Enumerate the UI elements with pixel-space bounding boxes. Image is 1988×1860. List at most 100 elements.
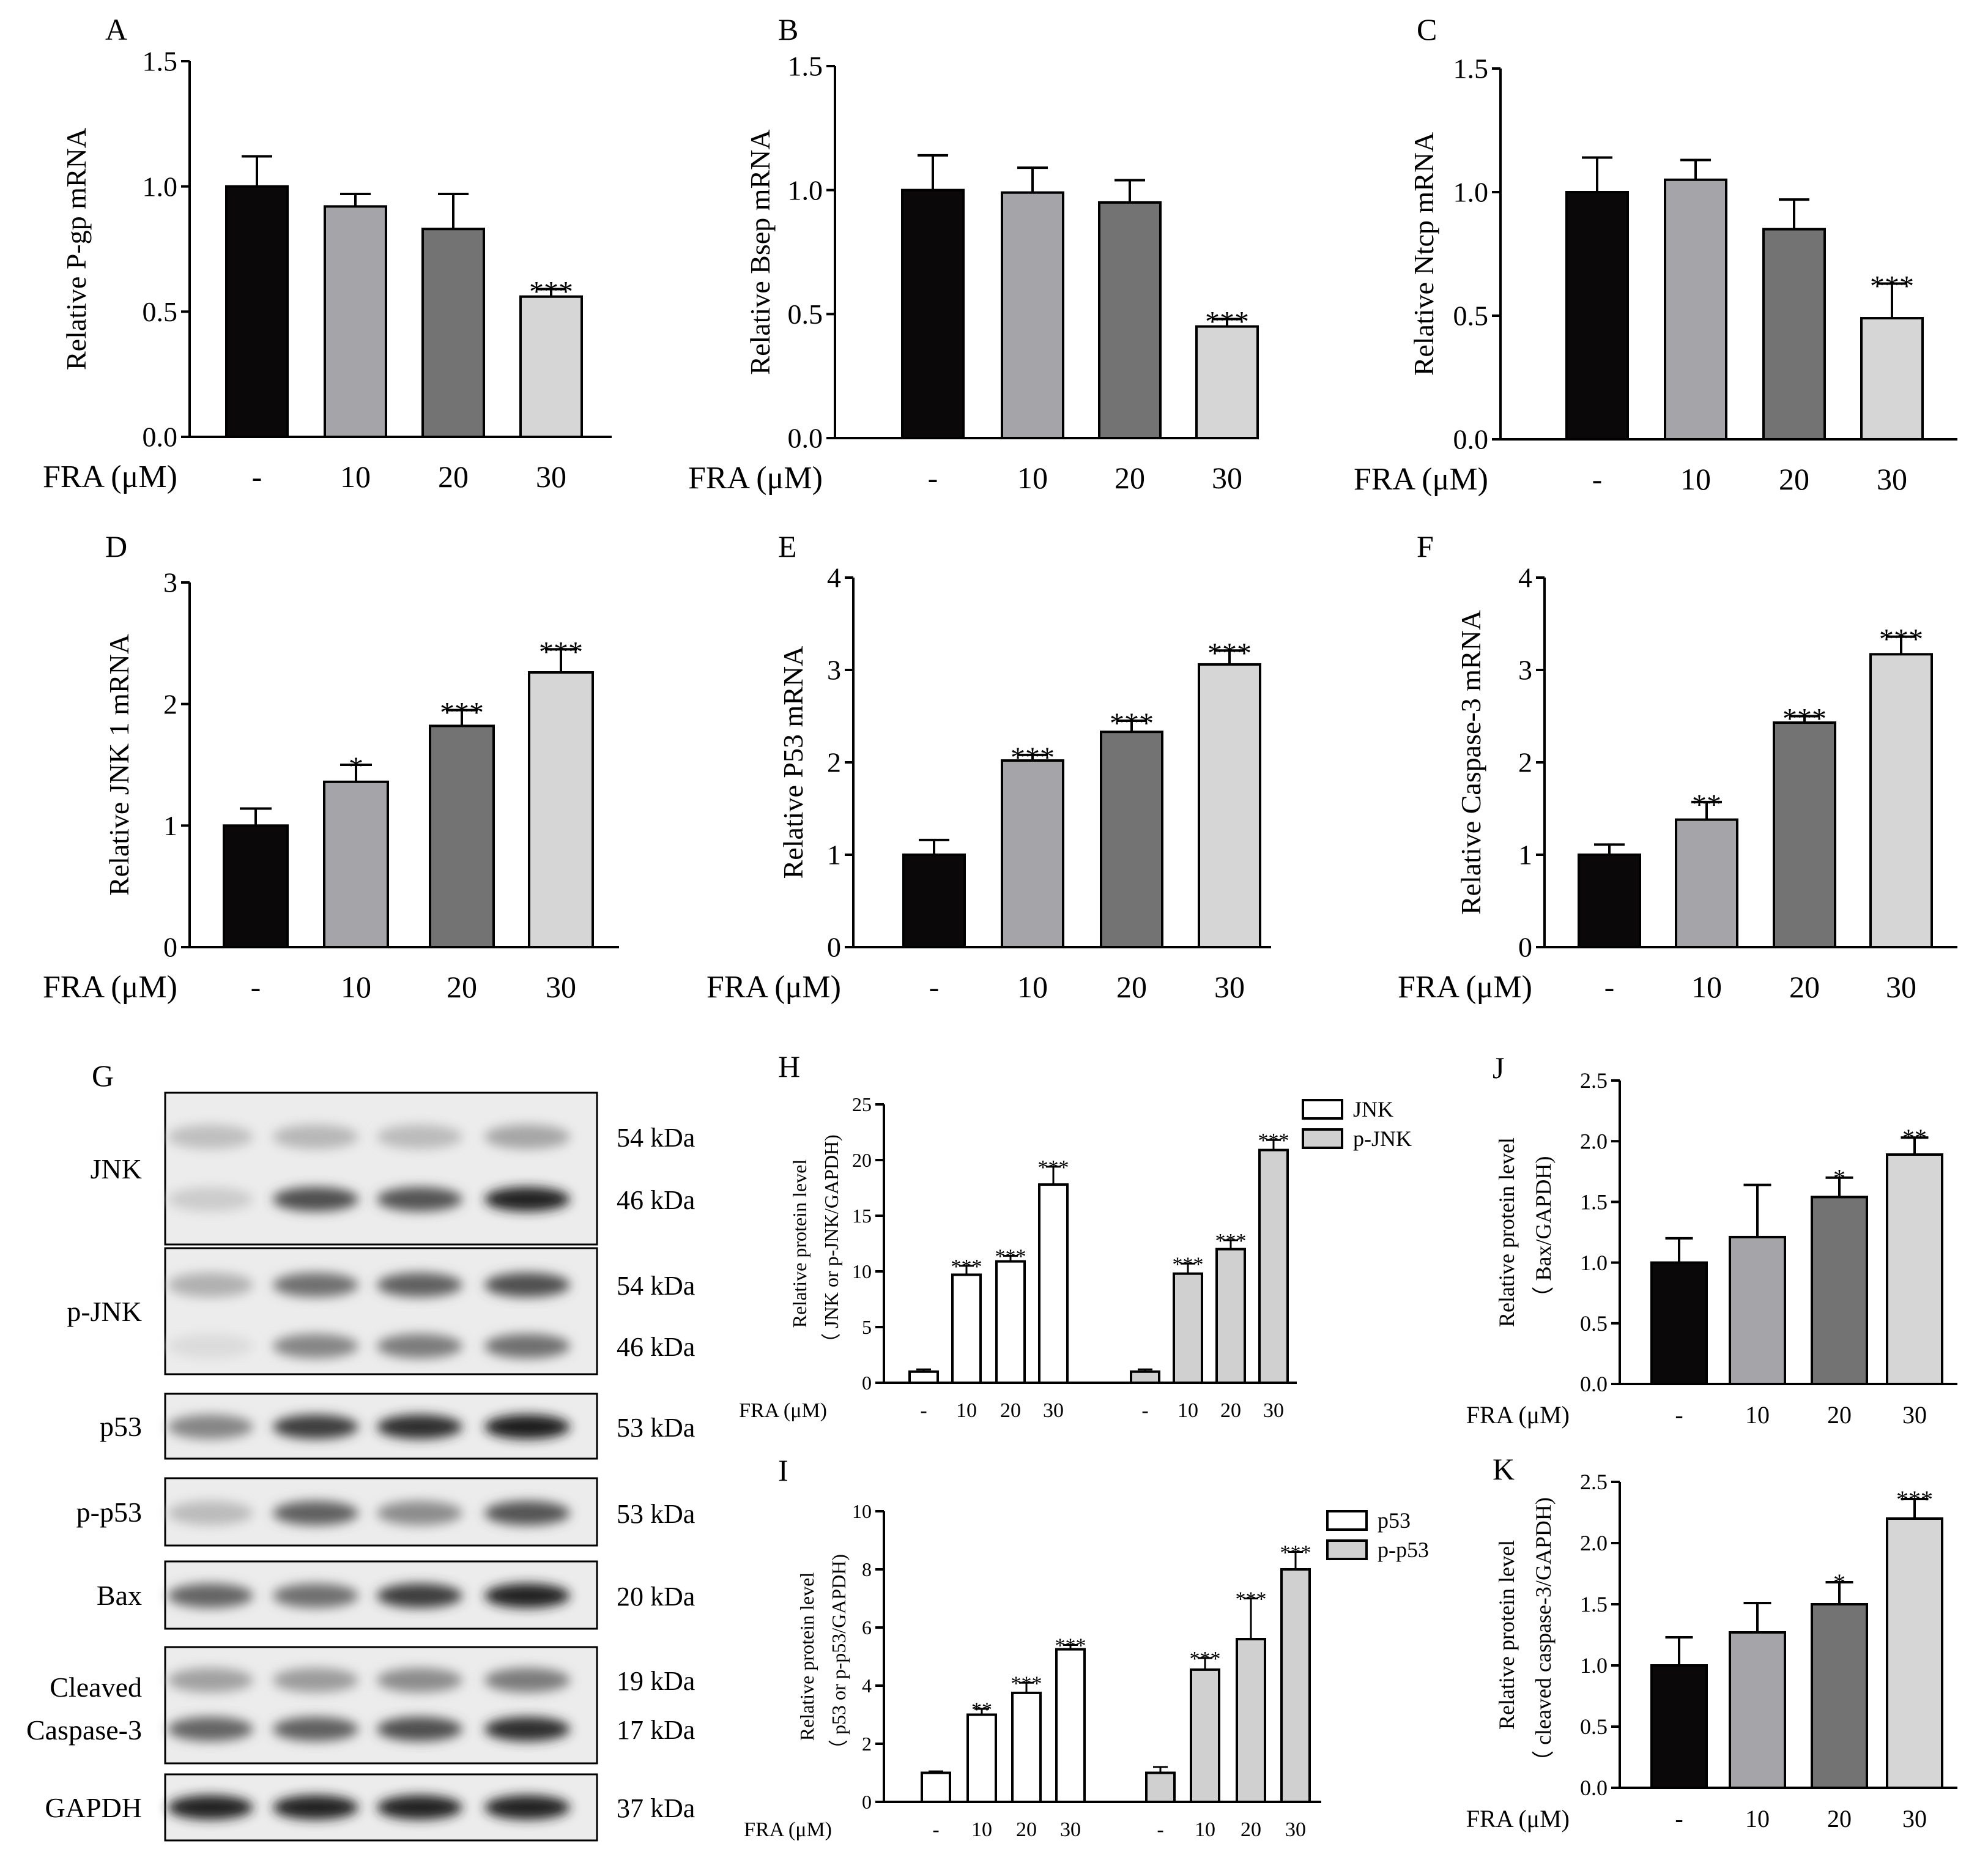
- x-tick-label: 20: [1116, 970, 1147, 1004]
- y-tick-label: 0: [862, 1791, 872, 1813]
- x-tick-label: 10: [341, 970, 371, 1004]
- bar-p-p53: [1190, 1668, 1220, 1803]
- blot-band: [273, 1125, 358, 1149]
- bar: [1860, 317, 1924, 441]
- blot-band: [484, 1583, 570, 1608]
- significance-mark: ***: [1173, 1253, 1204, 1276]
- y-axis-label: Relative P53 mRNA: [777, 646, 809, 879]
- panel-letter: D: [105, 529, 127, 564]
- x-tick-label: -: [929, 970, 940, 1004]
- panel-letter: F: [1417, 529, 1434, 564]
- significance-mark: ***: [1258, 1129, 1289, 1152]
- y-tick-label: 0: [1518, 932, 1532, 963]
- y-tick-label: 1.5: [788, 51, 823, 82]
- panel-letter: C: [1417, 12, 1437, 46]
- y-tick-label: 2: [163, 688, 177, 720]
- legend-label: p53: [1378, 1508, 1411, 1533]
- y-tick-label: 1.5: [1580, 1592, 1608, 1616]
- bar: [225, 185, 289, 438]
- significance-mark: ***: [1038, 1156, 1069, 1179]
- significance-mark: ***: [1205, 305, 1249, 338]
- band-size-label: 46 kDa: [617, 1332, 695, 1362]
- legend-swatch: [1302, 1099, 1343, 1120]
- y-tick-label: 10: [852, 1500, 872, 1522]
- x-tick-label: 30: [1902, 1805, 1927, 1832]
- x-tick-label: 20: [1000, 1399, 1021, 1422]
- bar-p-p53: [1280, 1568, 1311, 1803]
- x-tick-label: 20: [1779, 462, 1809, 496]
- blot-band: [484, 1717, 570, 1741]
- chart-panel-E: E 0 1 2 3 4 Relative P53 mRNA - *** 10 *** 20 *** 30 F…: [707, 529, 1271, 1005]
- x-tick-label: 30: [1212, 461, 1242, 495]
- bar: [1886, 1517, 1943, 1789]
- bar: [1195, 325, 1259, 439]
- x-tick-label: 10: [1745, 1805, 1770, 1832]
- bar: [1100, 731, 1163, 949]
- bar: [1664, 178, 1727, 441]
- x-axis-label: FRA (μM): [1354, 462, 1488, 497]
- bar: [902, 854, 966, 948]
- significance-mark: *: [1833, 1569, 1845, 1596]
- bar-p-p53: [1236, 1638, 1266, 1803]
- blot-band: [168, 1415, 253, 1439]
- x-tick-label: 10: [1680, 462, 1711, 496]
- y-axis-label: Relative Bsep mRNA: [744, 129, 776, 374]
- x-tick-label: -: [1675, 1805, 1683, 1832]
- band-size-label: 46 kDa: [617, 1185, 695, 1215]
- blot-strip-bax: 20 kDa Bax: [97, 1560, 695, 1630]
- x-tick-label: 10: [1178, 1399, 1198, 1422]
- blot-band: [484, 1187, 570, 1211]
- band-label: Bax: [97, 1580, 142, 1611]
- y-tick-label: 2.5: [1580, 1068, 1608, 1093]
- y-axis-label: Relative P-gp mRNA: [61, 128, 92, 370]
- blot-band: [273, 1668, 358, 1692]
- bar-p53: [966, 1713, 997, 1803]
- band-size-label: 20 kDa: [617, 1582, 695, 1612]
- blot-band: [377, 1415, 462, 1439]
- blot-band: [377, 1583, 462, 1608]
- y-tick-label: 2.0: [1580, 1531, 1608, 1555]
- x-axis-label: FRA (μM): [688, 461, 823, 496]
- chart-panel-I: I 0 2 4 6 8 10 Relative protein level （ p53 or p…: [744, 1453, 1429, 1841]
- significance-mark: ***: [1879, 623, 1923, 656]
- blot-band: [484, 1501, 570, 1525]
- significance-mark: ***: [1110, 707, 1154, 740]
- legend-swatch: [1326, 1539, 1368, 1560]
- chart-panel-A: A 0.0 0.5 1.0 1.5 Relative P-gp mRNA - 10 20 *** 3…: [43, 12, 612, 494]
- x-tick-label: -: [932, 1818, 939, 1841]
- y-tick-label: 10: [852, 1260, 872, 1282]
- y-axis-label-units: （ JNK or p-JNK/GAPDH): [820, 1134, 842, 1352]
- significance-mark: ***: [951, 1256, 982, 1278]
- legend-swatch: [1302, 1128, 1343, 1149]
- panel-letter: J: [1493, 1051, 1504, 1085]
- legend-swatch: [1326, 1510, 1368, 1531]
- blot-band: [377, 1501, 462, 1525]
- x-tick-label: 30: [1902, 1401, 1927, 1429]
- x-tick-label: 20: [1016, 1818, 1037, 1841]
- x-tick-label: 20: [1827, 1805, 1852, 1832]
- y-axis-label: Relative protein level: [1494, 1137, 1519, 1327]
- blot-band: [168, 1795, 253, 1820]
- x-tick-label: 10: [1017, 461, 1048, 495]
- y-axis-label-units: （ p53 or p-p53/GAPDH): [828, 1554, 850, 1759]
- y-tick-label: 3: [1518, 655, 1532, 686]
- band-label: Cleaved: [50, 1672, 142, 1703]
- y-tick-label: 0: [163, 932, 177, 963]
- blot-band: [484, 1125, 570, 1149]
- blot-band: [273, 1334, 358, 1358]
- x-tick-label: 30: [1214, 970, 1245, 1004]
- bar-JNK: [951, 1273, 982, 1384]
- bar: [1811, 1196, 1868, 1385]
- blot-band: [273, 1415, 358, 1439]
- band-label: Caspase-3: [26, 1714, 142, 1746]
- x-tick-label: 30: [1263, 1399, 1284, 1422]
- significance-mark: **: [1902, 1124, 1927, 1151]
- blot-strip-gapdh: 37 kDa GAPDH: [45, 1773, 695, 1842]
- y-axis-label: Relative Ntcp mRNA: [1408, 132, 1439, 376]
- significance-mark: ***: [440, 697, 484, 729]
- bar-JNK: [1038, 1183, 1069, 1385]
- significance-mark: ***: [1782, 703, 1827, 735]
- significance-mark: ***: [539, 636, 583, 668]
- blot-band: [484, 1415, 570, 1439]
- chart-panel-K: K 0.0 0.5 1.0 1.5 2.0 2.5 Relative protein leve…: [1466, 1452, 1957, 1832]
